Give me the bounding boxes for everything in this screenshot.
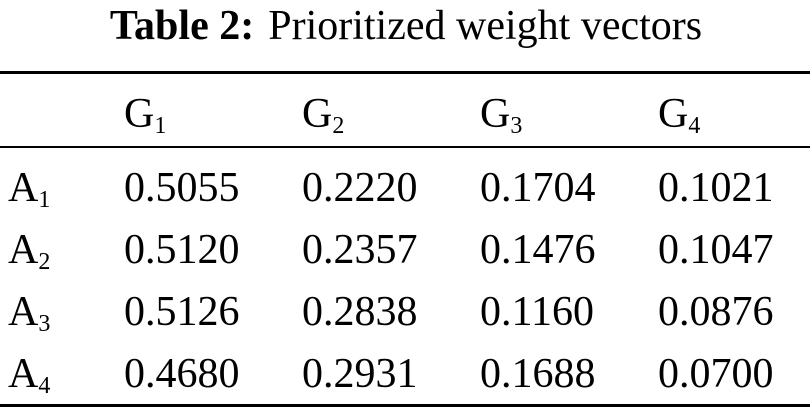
table-cell: 0.2357 [302,227,418,273]
table-cell: 0.4680 [124,351,240,397]
header-rule [0,146,810,148]
caption-label: Table 2: [109,3,255,49]
table-cell: 0.2220 [302,165,418,211]
table-cell: 0.2838 [302,289,418,335]
row-header-a3: A3 [8,289,51,337]
column-header-g4: G4 [658,91,701,139]
table-cell: 0.1021 [658,165,774,211]
table-caption: Table 2: Prioritized weight vectors [0,2,812,50]
table-cell: 0.5120 [124,227,240,273]
table-cell: 0.0700 [658,351,774,397]
table-cell: 0.1047 [658,227,774,273]
table-cell: 0.5126 [124,289,240,335]
top-rule [0,71,810,74]
table-cell: 0.5055 [124,165,240,211]
row-header-a1: A1 [8,165,51,213]
table-cell: 0.1160 [480,289,594,335]
column-header-g2: G2 [302,91,345,139]
caption-title: Prioritized weight vectors [268,3,703,49]
table-cell: 0.2931 [302,351,418,397]
table-cell: 0.1688 [480,351,596,397]
row-header-a4: A4 [8,351,51,399]
row-header-a2: A2 [8,227,51,275]
table-cell: 0.1476 [480,227,596,273]
column-header-g1: G1 [124,91,167,139]
bottom-rule [0,404,810,407]
column-header-g3: G3 [480,91,523,139]
table-cell: 0.0876 [658,289,774,335]
table-cell: 0.1704 [480,165,596,211]
